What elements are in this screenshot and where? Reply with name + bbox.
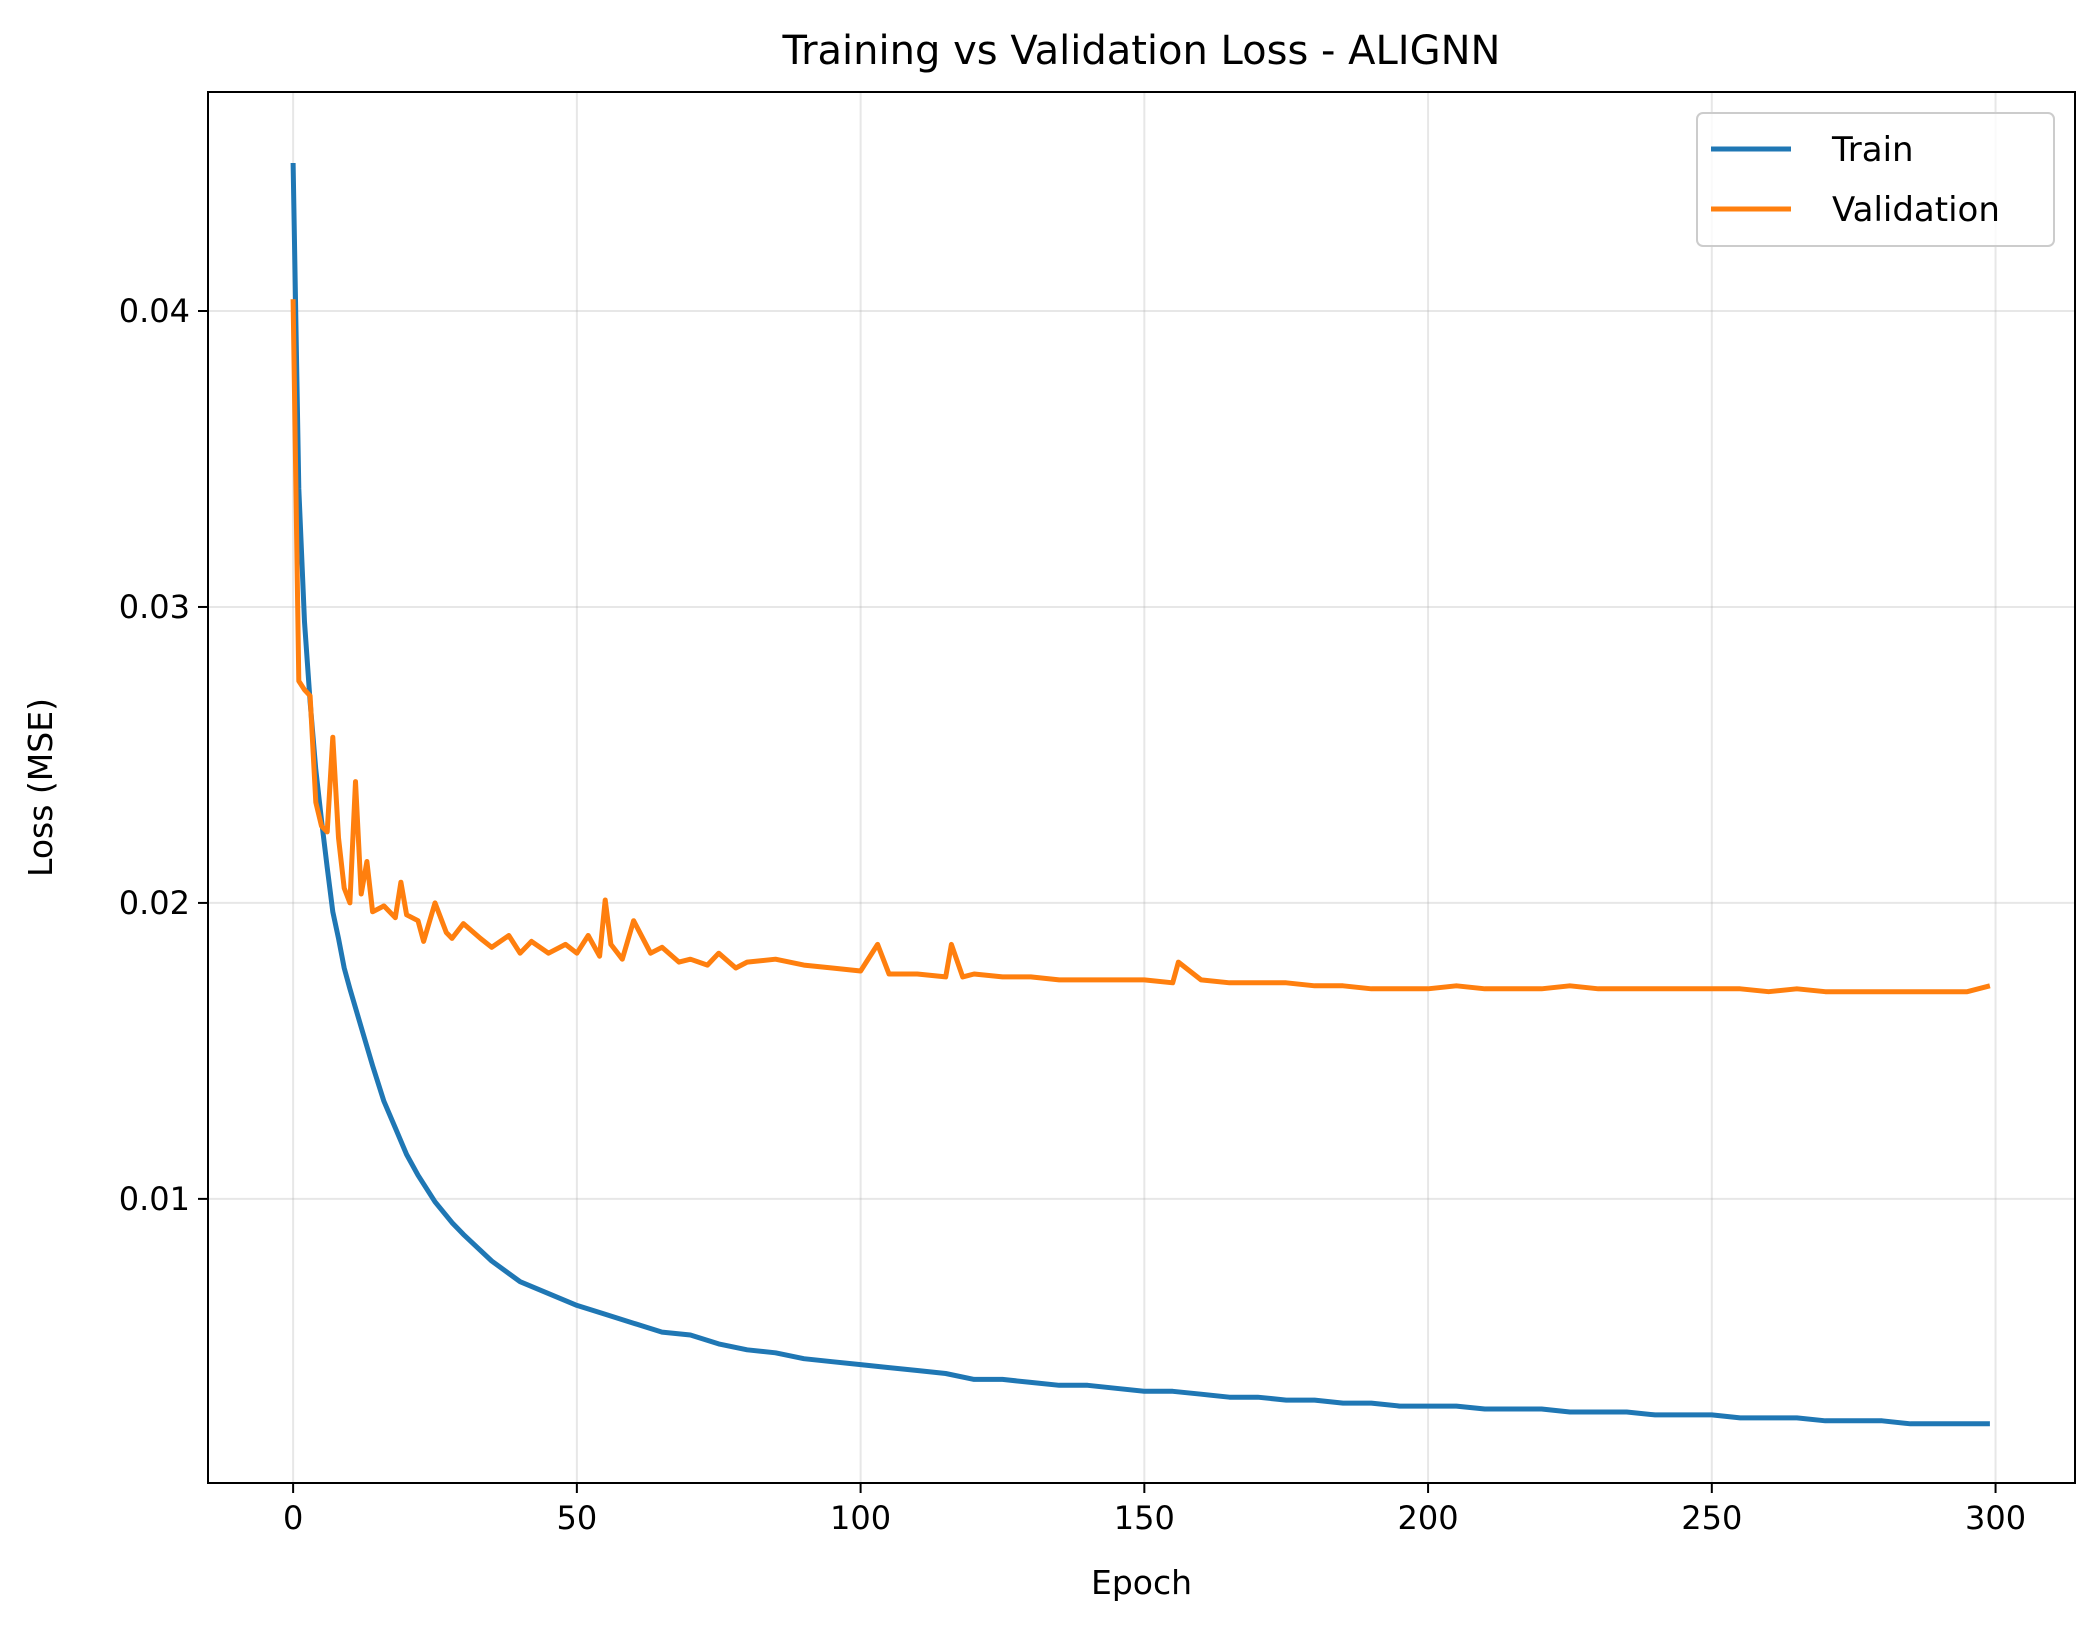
y-tick-label: 0.01 <box>119 1180 190 1218</box>
x-tick-label: 150 <box>1114 1499 1175 1537</box>
chart-title: Training vs Validation Loss - ALIGNN <box>782 28 1501 74</box>
y-axis-label: Loss (MSE) <box>21 698 60 877</box>
y-tick-label: 0.03 <box>119 588 190 626</box>
tick-layer: 0 50 100 150 200 250 300 0.01 0.02 0.03 0.04 <box>119 292 2026 1537</box>
series-layer <box>290 162 1991 1427</box>
x-axis-label: Epoch <box>1091 1563 1192 1602</box>
y-tick-label: 0.02 <box>119 884 190 922</box>
series-line-train <box>290 162 1990 1427</box>
legend-box <box>1696 112 2055 247</box>
x-tick-label: 50 <box>557 1499 598 1537</box>
legend-label-train: Train <box>1831 130 1914 170</box>
grid-layer <box>208 92 2075 1483</box>
x-tick-label: 0 <box>283 1499 303 1537</box>
legend-label-validation: Validation <box>1832 190 2000 230</box>
x-tick-label: 300 <box>1965 1499 2026 1537</box>
plot-frame <box>207 91 2076 1484</box>
legend: Train Validation <box>1696 112 2055 247</box>
x-tick-label: 100 <box>830 1499 891 1537</box>
x-tick-label: 250 <box>1681 1499 1742 1537</box>
x-tick-label: 200 <box>1398 1499 1459 1537</box>
series-line-validation <box>290 299 1991 995</box>
y-tick-label: 0.04 <box>119 292 190 330</box>
